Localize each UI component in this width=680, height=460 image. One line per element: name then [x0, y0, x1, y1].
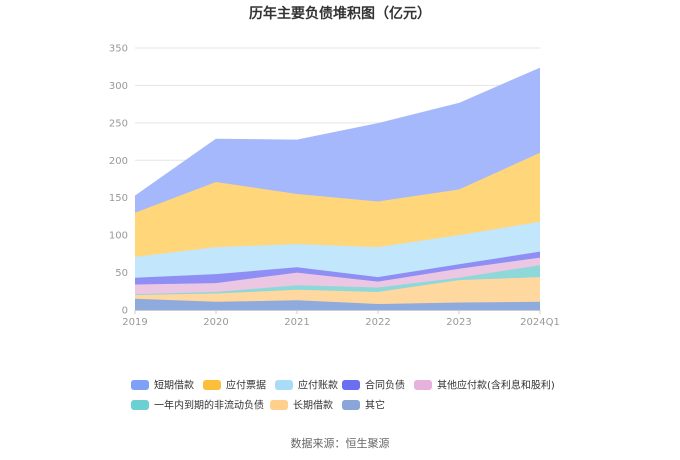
legend: 短期借款 应付票据 应付账款 合同负债 其他应付款(含利息和股利) 一年内到期的非流动负债…: [131, 379, 555, 412]
legend-swatch: [414, 380, 432, 390]
y-tick-label: 150: [109, 193, 128, 204]
legend-label: 应付账款: [298, 379, 338, 392]
y-tick-label: 350: [109, 44, 128, 55]
x-tick-label: 2023: [446, 317, 471, 328]
legend-label: 短期借款: [154, 379, 194, 392]
x-tick-label: 2022: [365, 317, 390, 328]
stacked-areas: [134, 67, 541, 310]
area-series: [135, 265, 540, 295]
area-series-edge: [134, 67, 541, 197]
legend-swatch: [275, 380, 293, 390]
legend-label: 其他应付款(含利息和股利): [437, 379, 555, 392]
y-tick-label: 100: [109, 231, 128, 242]
y-axis-ticks: 0 50 100 150 200 250 300 350: [109, 44, 128, 317]
area-series: [135, 152, 540, 257]
legend-label: 合同负债: [365, 379, 405, 392]
legend-swatch: [342, 400, 360, 410]
legend-swatch: [131, 400, 149, 410]
y-tick-label: 250: [109, 118, 128, 129]
y-tick-label: 200: [109, 156, 128, 167]
x-tick-label: 2020: [203, 317, 228, 328]
area-series: [135, 251, 540, 285]
area-series: [135, 277, 540, 304]
area-series: [135, 221, 540, 278]
chart-title: 历年主要负债堆积图（亿元）: [249, 5, 431, 22]
x-tick-label: 2021: [284, 317, 309, 328]
legend-swatch: [342, 380, 360, 390]
data-source-note: 数据来源：恒生聚源: [291, 436, 390, 450]
x-tick-label: 2024Q1: [520, 317, 560, 328]
y-tick-label: 300: [109, 81, 128, 92]
legend-swatch: [131, 380, 149, 390]
legend-label: 长期借款: [293, 399, 333, 412]
legend-label: 一年内到期的非流动负债: [154, 399, 264, 412]
area-series: [135, 257, 540, 295]
legend-label: 其它: [365, 399, 385, 412]
legend-swatch: [270, 400, 288, 410]
y-tick-label: 0: [122, 306, 128, 317]
x-axis-ticks: 2019 2020 2021 2022 2023 2024Q1: [122, 310, 560, 328]
x-tick-label: 2019: [122, 317, 147, 328]
legend-label: 应付票据: [226, 379, 266, 392]
area-series: [135, 68, 540, 213]
legend-swatch: [203, 380, 221, 390]
y-tick-label: 50: [115, 268, 128, 279]
